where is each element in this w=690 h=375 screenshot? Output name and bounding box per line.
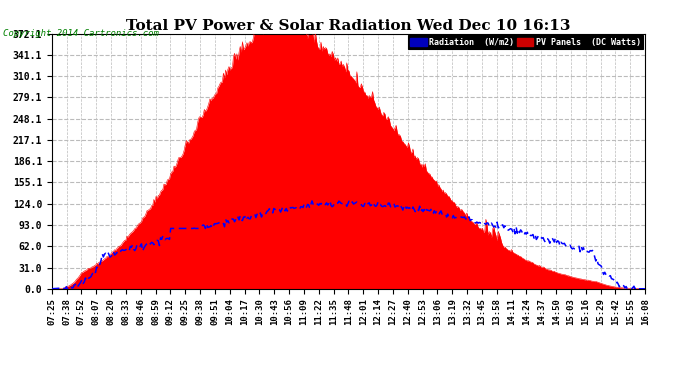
Legend: Radiation  (W/m2), PV Panels  (DC Watts): Radiation (W/m2), PV Panels (DC Watts) xyxy=(408,35,644,50)
Text: Copyright 2014 Cartronics.com: Copyright 2014 Cartronics.com xyxy=(3,28,159,38)
Title: Total PV Power & Solar Radiation Wed Dec 10 16:13: Total PV Power & Solar Radiation Wed Dec… xyxy=(126,19,571,33)
